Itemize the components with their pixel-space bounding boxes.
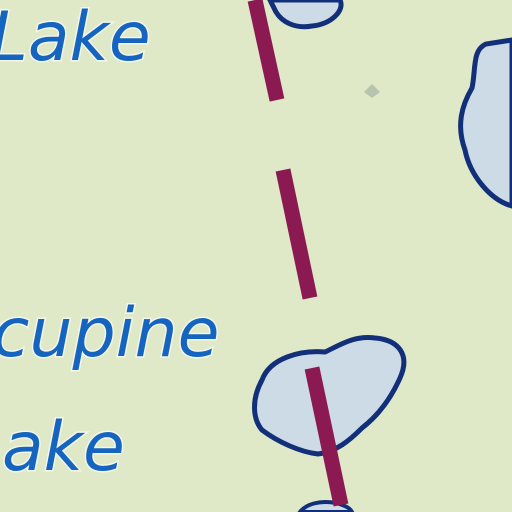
route-dashed-trail [247, 0, 349, 507]
route-segment-3 [304, 366, 349, 507]
label-lake-top: Lake [0, 0, 151, 77]
route-segment-1 [247, 0, 285, 102]
map-symbol-mark [364, 84, 380, 98]
lake-top-small [267, 0, 344, 30]
lake-right [458, 37, 512, 209]
lake-porcupine-pond [252, 334, 407, 457]
label-porcupine-line2: ake [2, 408, 125, 487]
route-segment-2 [275, 168, 318, 300]
label-porcupine-line1: cupine [0, 294, 219, 373]
